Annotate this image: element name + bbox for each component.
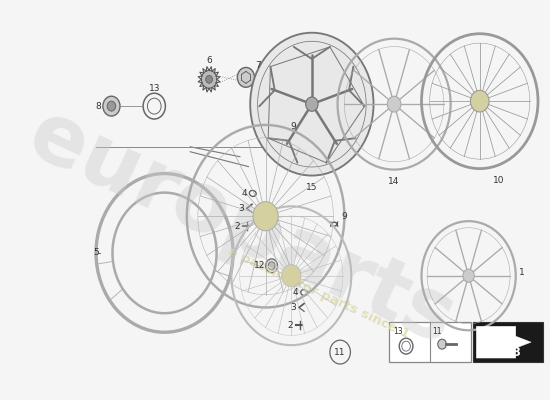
Text: 4: 4 [241,189,247,198]
Text: 1: 1 [519,268,525,277]
Text: 13: 13 [393,327,403,336]
Circle shape [306,97,318,111]
Text: 5: 5 [93,248,99,258]
Text: 11: 11 [334,348,346,356]
Circle shape [201,70,217,88]
Bar [389,322,471,362]
Text: 8: 8 [96,102,101,111]
Text: 3: 3 [290,303,296,312]
Polygon shape [476,326,531,358]
Text: 7: 7 [255,61,261,70]
Text: 9: 9 [342,212,347,221]
Text: 6: 6 [206,56,212,65]
Circle shape [266,259,278,273]
Circle shape [250,33,373,176]
Text: 2: 2 [234,222,240,231]
Circle shape [253,202,278,231]
Text: 11: 11 [433,327,442,336]
Circle shape [387,96,401,112]
Circle shape [438,339,447,349]
Text: 4: 4 [293,288,299,297]
Circle shape [268,262,275,270]
Text: 10: 10 [493,176,504,184]
Text: 9: 9 [290,122,296,132]
Circle shape [103,96,120,116]
Text: 2: 2 [288,321,293,330]
Text: 14: 14 [388,176,400,186]
Text: 15: 15 [306,184,317,192]
Text: a passion for parts since 1: a passion for parts since 1 [226,245,411,340]
Text: 13: 13 [148,84,160,93]
Text: 12: 12 [254,261,265,270]
Text: europarts: europarts [15,94,467,362]
Text: 601 03: 601 03 [476,346,521,358]
Text: 3: 3 [238,204,244,213]
Circle shape [206,75,212,83]
Circle shape [463,269,474,282]
Circle shape [107,101,116,111]
Circle shape [470,90,489,112]
Bar [473,322,543,362]
Circle shape [238,68,255,87]
Circle shape [282,265,301,287]
